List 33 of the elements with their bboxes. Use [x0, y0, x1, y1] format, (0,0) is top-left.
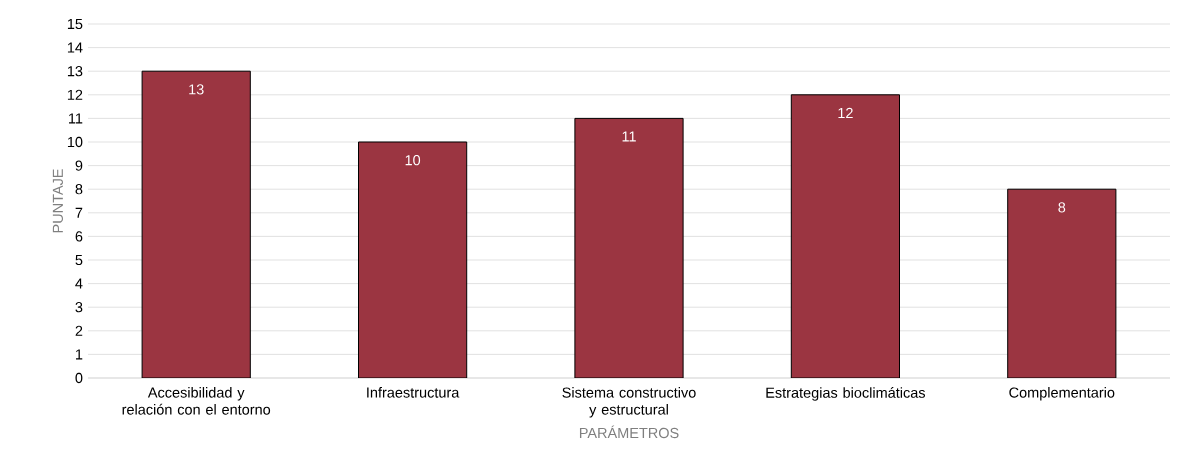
- y-tick-label: 5: [75, 254, 83, 266]
- y-tick-label: 15: [67, 18, 83, 30]
- x-tick-label: Estrategias bioclimáticas: [766, 387, 926, 401]
- y-tick-label: 1: [76, 349, 83, 360]
- data-label: 12: [838, 107, 853, 118]
- bar: [141, 70, 251, 378]
- bar: [790, 94, 900, 378]
- bar: [1007, 188, 1117, 378]
- y-tick-label: 9: [75, 160, 83, 171]
- data-label: 8: [1058, 202, 1066, 213]
- data-label: 13: [189, 84, 204, 95]
- y-tick-label: 11: [69, 113, 83, 124]
- y-tick-label: 8: [75, 184, 83, 195]
- y-tick-label: 4: [75, 278, 83, 289]
- y-tick-label: 6: [75, 231, 83, 242]
- x-axis-title: PARÁMETROS: [579, 425, 679, 439]
- bar: [358, 141, 468, 378]
- y-tick-label: 0: [75, 372, 83, 384]
- y-tick-label: 3: [75, 302, 83, 313]
- y-tick-label: 7: [75, 207, 83, 218]
- x-tick-label: Infraestructura: [367, 387, 460, 398]
- y-tick-label: 12: [67, 89, 83, 100]
- y-tick-label: 13: [67, 66, 83, 77]
- x-tick-label: Complementario: [1009, 387, 1115, 401]
- x-tick-label: Accesibilidad y relación con el entorno: [122, 387, 271, 415]
- bar: [574, 117, 684, 378]
- data-label: 10: [405, 155, 421, 166]
- data-label: 11: [622, 131, 636, 142]
- y-tick-label: 2: [75, 325, 83, 336]
- y-tick-label: 14: [67, 42, 83, 53]
- x-tick-label: Sistema constructivo y estructural: [562, 387, 696, 418]
- y-axis-title: PUNTAJE: [52, 169, 63, 233]
- y-tick-label: 10: [67, 136, 83, 148]
